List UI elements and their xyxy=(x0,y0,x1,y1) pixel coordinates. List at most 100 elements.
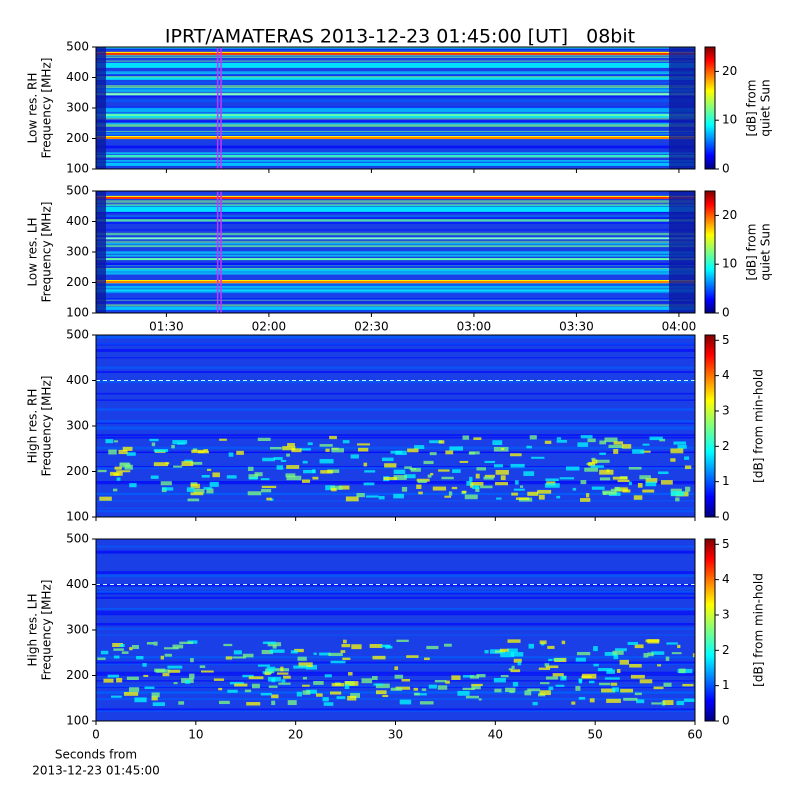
texture-band xyxy=(96,288,695,291)
texture-blob xyxy=(510,652,524,657)
texture-blob xyxy=(357,447,369,452)
texture-blob xyxy=(341,644,351,648)
texture-band xyxy=(96,335,695,339)
texture-blob xyxy=(232,656,247,659)
colorbar-tick-label: 0 xyxy=(722,162,730,176)
texture-blob xyxy=(553,658,565,662)
texture-blob xyxy=(559,477,575,480)
texture-blob xyxy=(566,466,580,471)
texture-blob xyxy=(507,639,521,643)
texture-band xyxy=(96,371,695,374)
texture-blob xyxy=(185,679,191,684)
texture-blob xyxy=(639,679,653,684)
texture-band xyxy=(96,152,695,155)
texture-blob xyxy=(393,469,406,475)
texture-blob xyxy=(270,498,274,501)
texture-blob xyxy=(268,685,278,688)
edge xyxy=(669,47,695,169)
texture-blob xyxy=(471,685,481,690)
texture-band xyxy=(96,467,695,470)
texture-blob xyxy=(604,677,620,680)
texture-blob xyxy=(144,686,155,689)
texture-blob xyxy=(589,698,595,703)
texture-blob xyxy=(545,478,559,482)
texture-blob xyxy=(476,467,486,471)
texture-band xyxy=(96,686,695,688)
texture-band xyxy=(96,145,695,148)
texture-blob xyxy=(640,450,651,453)
y-tick-label: 100 xyxy=(66,510,89,524)
texture-blob xyxy=(524,690,532,696)
texture-blob xyxy=(675,497,680,502)
texture-blob xyxy=(430,472,434,476)
colorbar-tick-label: 4 xyxy=(722,572,730,586)
texture-blob xyxy=(670,448,684,454)
texture-blob xyxy=(523,471,535,476)
colorbar xyxy=(704,190,716,314)
texture-blob xyxy=(685,486,691,492)
texture-band xyxy=(96,200,695,203)
texture-band xyxy=(96,88,695,92)
texture-blob xyxy=(591,457,596,461)
texture-blob xyxy=(203,487,212,490)
texture-blob xyxy=(610,682,618,686)
texture-blob xyxy=(171,444,175,449)
texture-blob xyxy=(167,665,183,669)
texture-blob xyxy=(591,459,598,464)
texture-band xyxy=(96,47,695,49)
y-tick-label: 500 xyxy=(66,328,89,342)
y-tick-label: 300 xyxy=(66,623,89,637)
texture-blob xyxy=(495,469,509,475)
texture-blob xyxy=(286,475,302,481)
texture-blob xyxy=(666,642,678,645)
texture-blob xyxy=(499,648,509,652)
texture-blob xyxy=(548,686,554,691)
texture-blob xyxy=(190,461,203,465)
texture-blob xyxy=(173,682,178,685)
texture-band xyxy=(96,92,695,94)
texture-blob xyxy=(325,485,336,491)
texture-blob xyxy=(111,695,122,698)
texture-band xyxy=(96,596,695,599)
texture-band xyxy=(96,245,695,248)
texture-blob xyxy=(642,443,650,446)
texture-blob xyxy=(604,437,618,443)
texture-blob xyxy=(612,650,624,655)
spectrogram xyxy=(96,539,695,721)
texture-blob xyxy=(418,491,423,495)
texture-blob xyxy=(473,437,482,440)
texture-blob xyxy=(572,487,577,491)
texture-blob xyxy=(338,485,350,490)
texture-blob xyxy=(172,644,184,649)
texture-blob xyxy=(421,688,427,691)
texture-blob xyxy=(608,444,624,449)
texture-blob xyxy=(278,682,291,685)
texture-blob xyxy=(394,674,404,679)
texture-blob xyxy=(510,669,521,673)
texture-band xyxy=(96,194,695,197)
texture-band xyxy=(96,62,695,68)
texture-blob xyxy=(584,467,598,472)
texture-blob xyxy=(248,676,264,680)
texture-blob xyxy=(319,652,331,656)
texture-blob xyxy=(660,480,673,485)
texture-blob xyxy=(227,689,238,693)
y-tick-label: 300 xyxy=(66,245,89,259)
texture-band xyxy=(96,671,695,674)
texture-blob xyxy=(381,457,394,462)
texture-blob xyxy=(602,492,607,496)
texture-blob xyxy=(189,673,195,679)
texture-band xyxy=(96,136,695,140)
texture-band xyxy=(96,117,695,121)
texture-blob xyxy=(313,681,324,685)
texture-blob xyxy=(269,649,285,653)
texture-blob xyxy=(271,700,276,706)
texture-blob xyxy=(116,477,121,481)
texture-blob xyxy=(383,477,397,481)
texture-blob xyxy=(225,656,233,660)
texture-band xyxy=(96,627,695,630)
texture-blob xyxy=(407,448,419,453)
texture-band xyxy=(96,607,695,610)
texture-blob xyxy=(113,655,120,659)
texture-blob xyxy=(193,488,205,494)
